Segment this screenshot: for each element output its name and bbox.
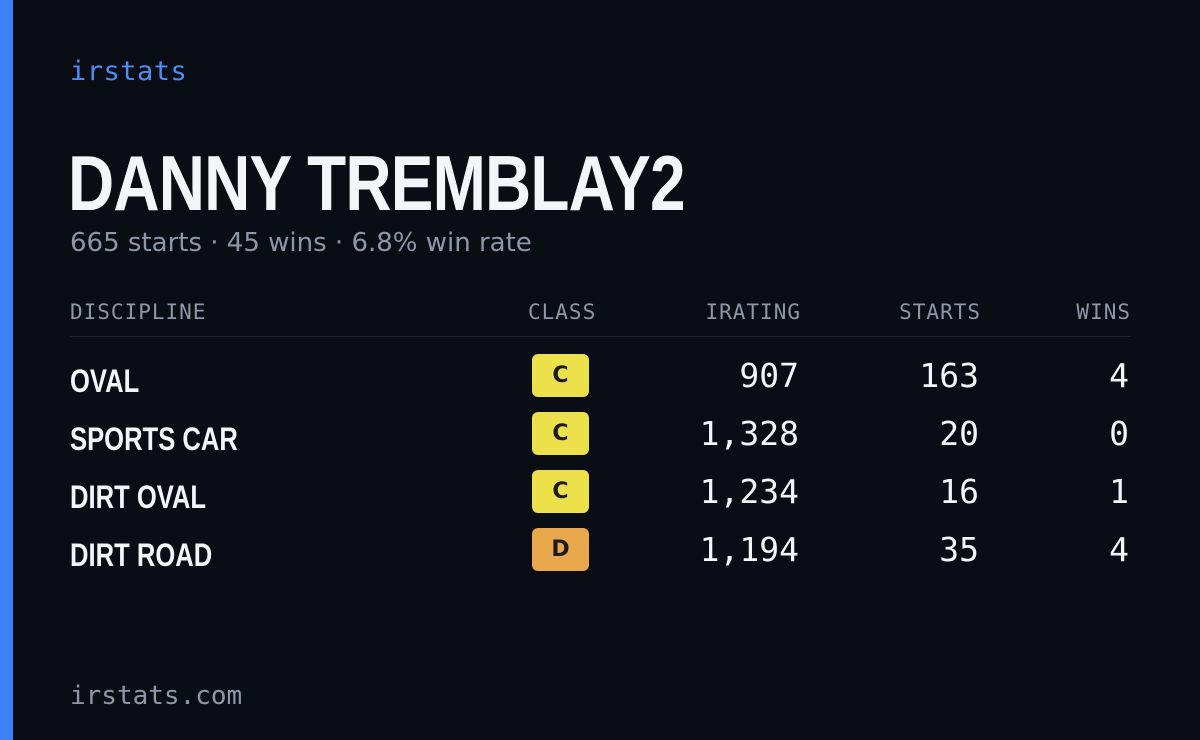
table-body: OVAL C 907 163 4 SPORTS CAR C 1,328 20 0… [70, 354, 1131, 586]
footer-url[interactable]: irstats.com [70, 681, 243, 711]
table-header: DISCIPLINE CLASS IRATING STARTS WINS [70, 296, 1131, 337]
driver-summary: 665 starts · 45 wins · 6.8% win rate [70, 228, 532, 258]
table-row: DIRT ROAD D 1,194 35 4 [70, 528, 1131, 586]
header-irating: IRATING [705, 300, 801, 324]
row-starts: 163 [919, 356, 979, 395]
row-starts: 20 [939, 414, 979, 453]
row-irating: 907 [739, 356, 799, 395]
class-badge: C [532, 412, 589, 455]
row-wins: 0 [1109, 414, 1129, 453]
row-wins: 4 [1109, 530, 1129, 569]
table-row: OVAL C 907 163 4 [70, 354, 1131, 412]
discipline-table: DISCIPLINE CLASS IRATING STARTS WINS OVA… [70, 296, 1131, 586]
header-discipline: DISCIPLINE [70, 300, 207, 324]
row-wins: 1 [1109, 472, 1129, 511]
row-irating: 1,234 [699, 472, 799, 511]
header-starts: STARTS [899, 300, 981, 324]
row-irating: 1,328 [699, 414, 799, 453]
row-irating: 1,194 [699, 530, 799, 569]
table-row: SPORTS CAR C 1,328 20 0 [70, 412, 1131, 470]
header-wins: WINS [1076, 300, 1131, 324]
class-badge: C [532, 354, 589, 397]
row-discipline: OVAL [70, 363, 140, 399]
row-discipline: DIRT OVAL [70, 479, 207, 515]
row-discipline: SPORTS CAR [70, 421, 238, 457]
driver-name: DANNY TREMBLAY2 [68, 139, 686, 227]
header-class: CLASS [528, 300, 597, 324]
class-badge: D [532, 528, 589, 571]
class-badge: C [532, 470, 589, 513]
row-starts: 16 [939, 472, 979, 511]
row-starts: 35 [939, 530, 979, 569]
row-wins: 4 [1109, 356, 1129, 395]
row-discipline: DIRT ROAD [70, 537, 213, 573]
table-row: DIRT OVAL C 1,234 16 1 [70, 470, 1131, 528]
brand-logo[interactable]: irstats [70, 56, 188, 87]
accent-bar [0, 0, 13, 740]
